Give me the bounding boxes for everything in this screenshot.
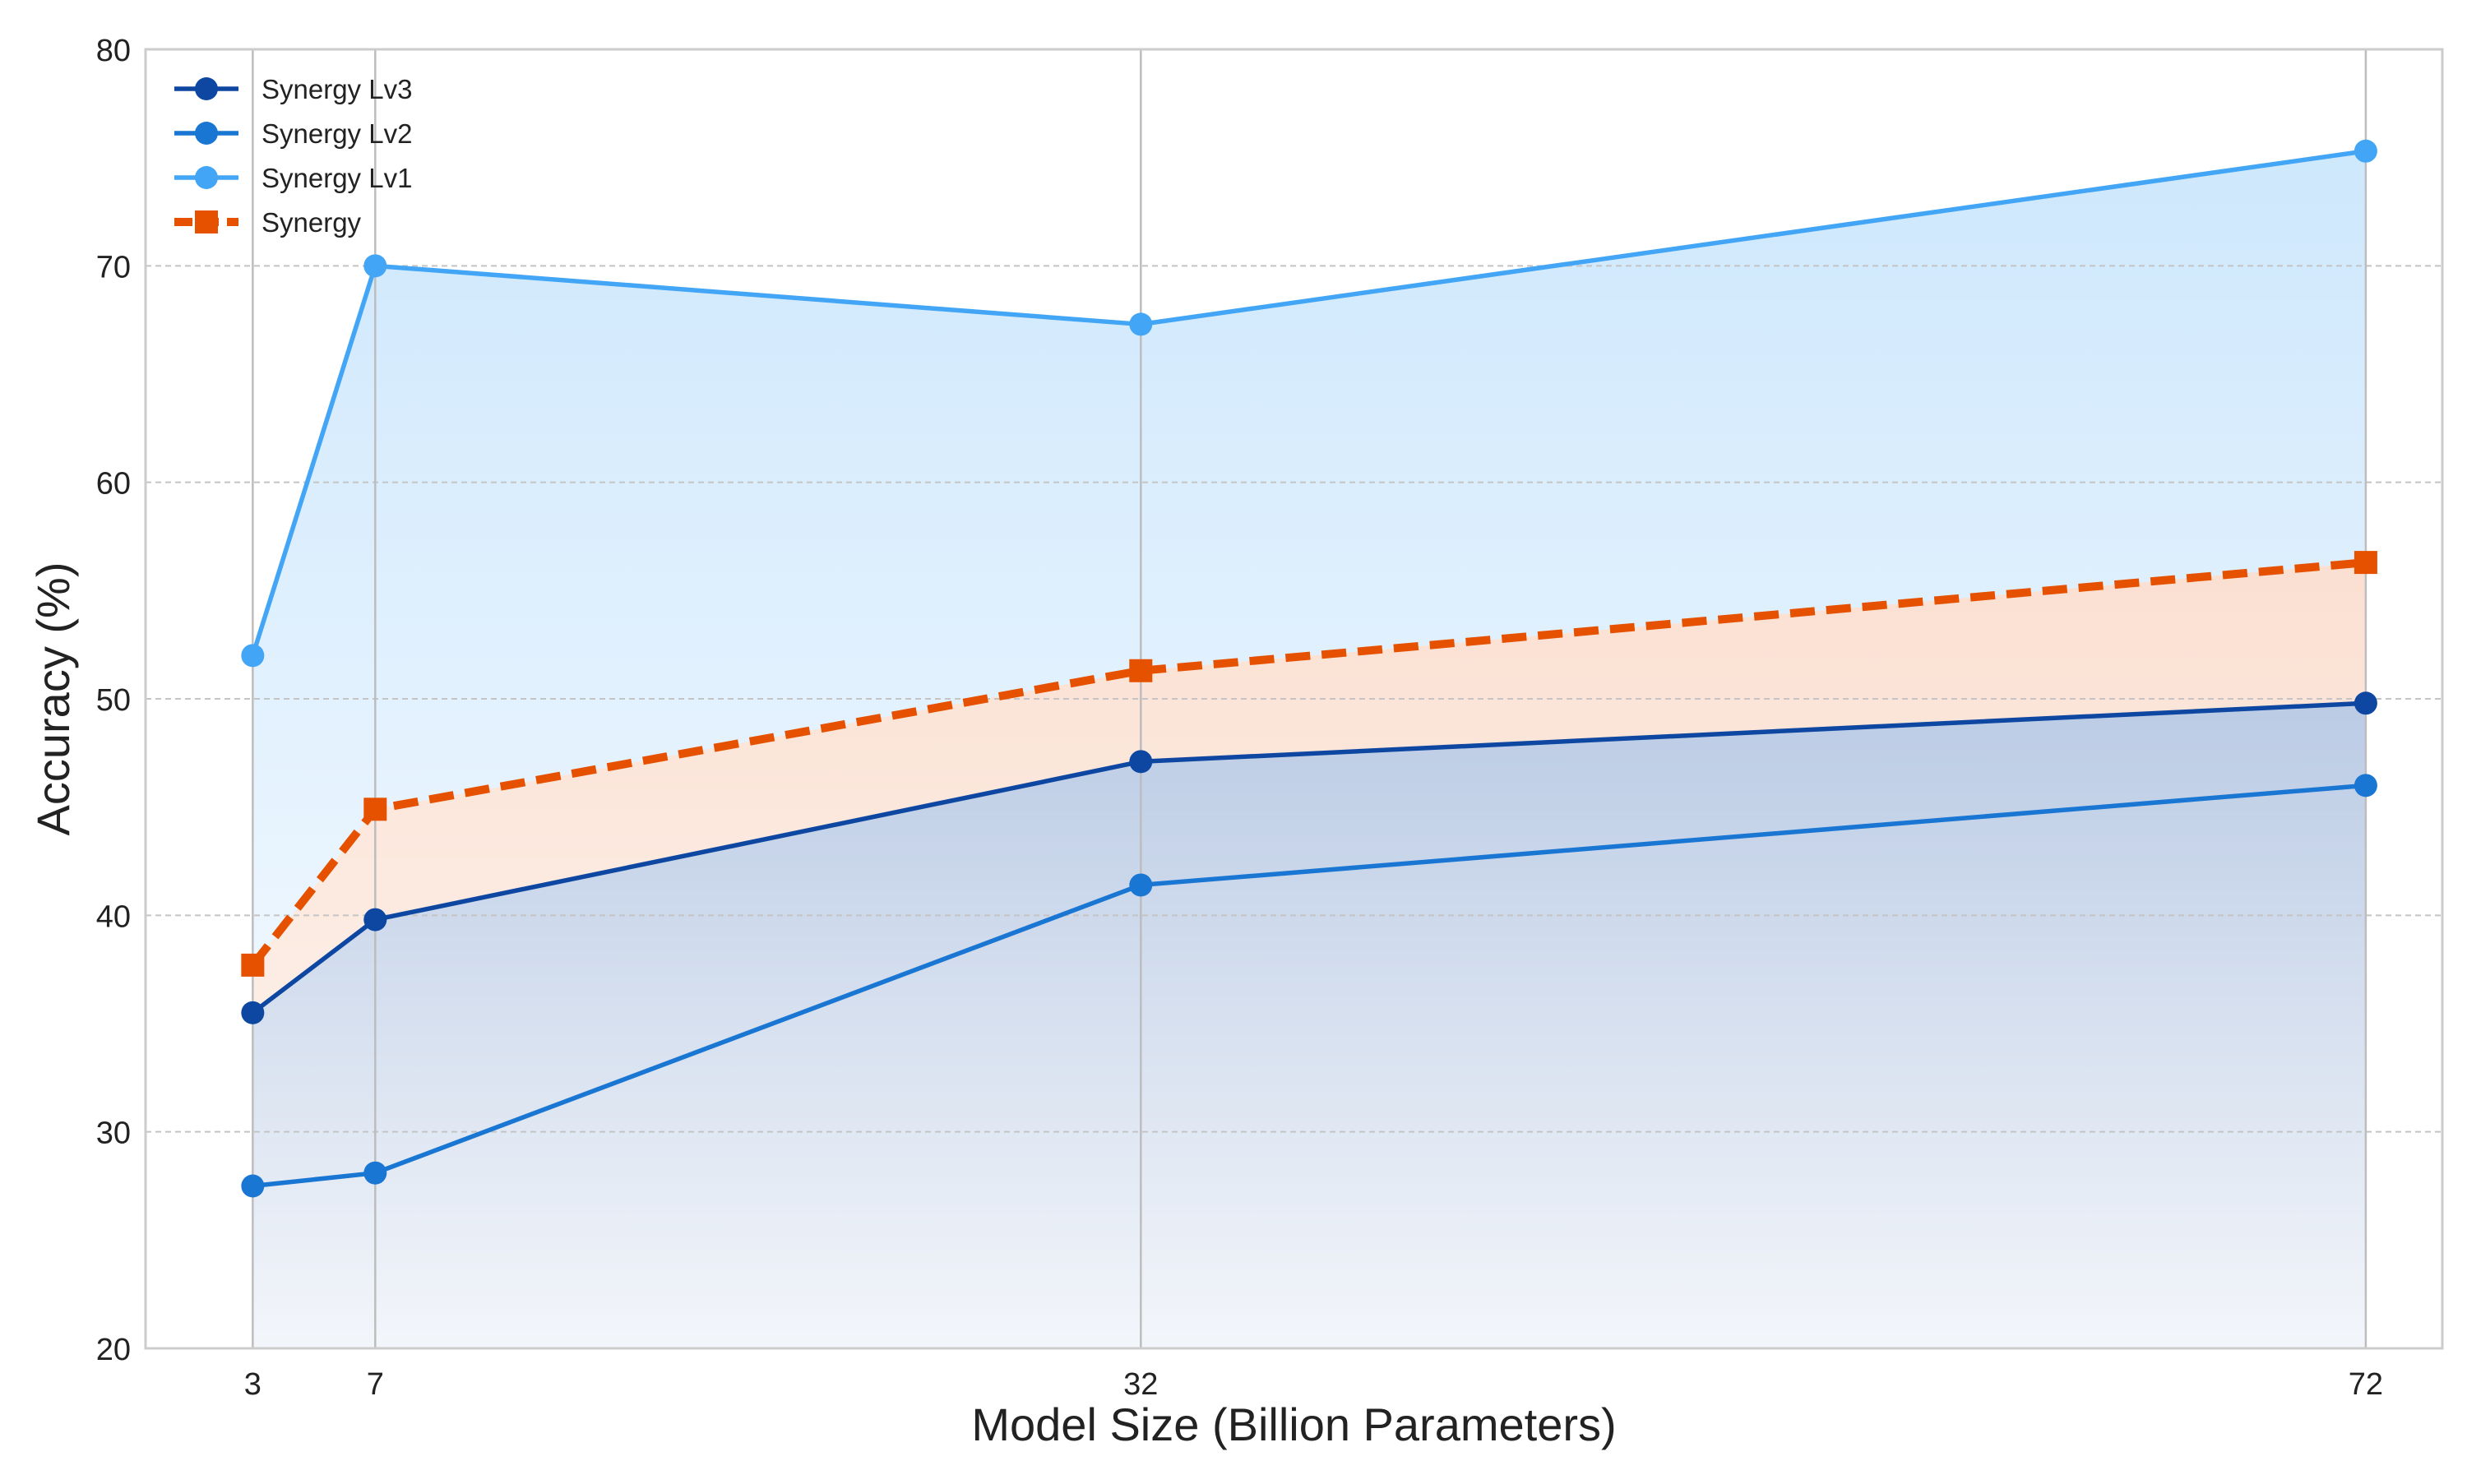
data-point-synergy-lv1	[1129, 312, 1153, 336]
series-line-synergy-lv2	[252, 783, 2367, 1189]
data-point-synergy-lv2	[363, 1161, 387, 1185]
data-point-synergy-lv1	[363, 254, 387, 278]
legend-swatch-marker	[195, 122, 218, 145]
y-tick-label: 40	[96, 899, 131, 934]
data-point-synergy-lv1	[241, 644, 265, 668]
x-tick-label: 3	[244, 1367, 262, 1402]
fill-synergy-to-lv3	[252, 562, 2366, 1013]
plot-frame	[144, 48, 2444, 1350]
series-line-synergy-lv1	[250, 149, 2367, 657]
legend-swatch-marker	[195, 77, 218, 100]
legend-label: Synergy Lv3	[262, 74, 412, 104]
legend-swatch-marker	[195, 166, 218, 189]
legend-swatch-marker	[195, 210, 218, 233]
data-point-synergy	[241, 953, 265, 977]
legend-item-synergy-lv1[interactable]: Synergy Lv1	[174, 163, 412, 193]
y-tick-label: 30	[96, 1116, 131, 1151]
data-point-synergy-lv2	[241, 1174, 265, 1198]
data-point-synergy-lv3	[363, 908, 387, 932]
data-point-synergy-lv3	[241, 1001, 265, 1024]
data-point-synergy-lv2	[2354, 774, 2377, 797]
series-markers	[241, 139, 2377, 1198]
legend-label: Synergy	[262, 207, 362, 238]
fill-lv1-to-synergy	[252, 150, 2366, 965]
y-tick-label: 20	[96, 1333, 131, 1367]
x-tick-label: 7	[367, 1367, 384, 1402]
legend-label: Synergy Lv1	[262, 163, 412, 193]
x-tick-label: 72	[2349, 1367, 2383, 1402]
data-point-synergy	[1129, 659, 1153, 682]
data-point-synergy	[363, 797, 387, 821]
y-tick-label: 50	[96, 683, 131, 718]
y-tick-label: 80	[96, 34, 131, 68]
legend-item-synergy-lv3[interactable]: Synergy Lv3	[174, 74, 412, 104]
data-point-synergy-lv1	[2354, 139, 2377, 163]
area-fills	[252, 150, 2366, 1348]
grid-lines	[146, 49, 2442, 1348]
data-point-synergy-lv3	[1129, 750, 1153, 774]
tick-labels: 20 30 40 50 60 70 80 3 7 32 72	[96, 34, 2383, 1402]
series-line-synergy	[249, 558, 2367, 968]
data-point-synergy	[2354, 551, 2377, 575]
x-tick-label: 32	[1123, 1367, 1158, 1402]
series-line-synergy-lv3	[251, 700, 2367, 1015]
legend[interactable]: Synergy Lv3 Synergy Lv2 Synergy Lv1 Synergy	[174, 74, 412, 238]
y-tick-label: 60	[96, 467, 131, 502]
series-lines	[249, 149, 2367, 1189]
y-tick-label: 70	[96, 250, 131, 284]
legend-label: Synergy Lv2	[262, 118, 412, 149]
x-axis-label: Model Size (Billion Parameters)	[971, 1398, 1616, 1450]
legend-item-synergy-lv2[interactable]: Synergy Lv2	[174, 118, 412, 149]
data-point-synergy-lv2	[1129, 873, 1153, 897]
y-axis-label: Accuracy (%)	[27, 562, 79, 836]
data-point-synergy-lv3	[2354, 691, 2377, 715]
legend-item-synergy[interactable]: Synergy	[174, 207, 362, 238]
fill-lv3-to-baseline	[252, 703, 2366, 1348]
